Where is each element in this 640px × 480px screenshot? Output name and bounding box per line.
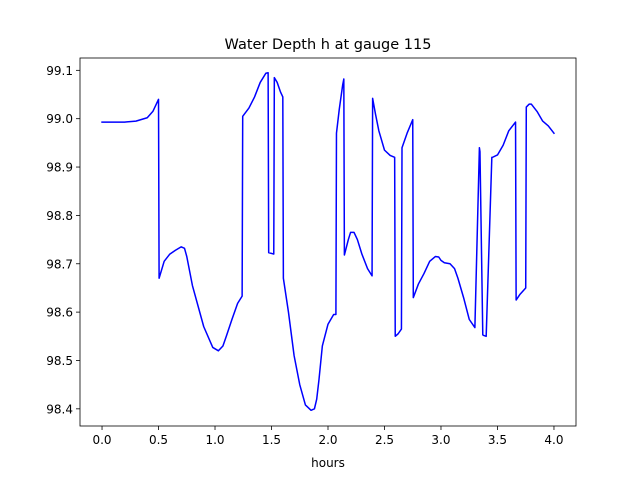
x-tick-label: 1.0 [205, 433, 224, 447]
chart-title: Water Depth h at gauge 115 [225, 37, 432, 53]
x-tick-label: 4.0 [544, 433, 563, 447]
x-axis-title: hours [311, 456, 345, 470]
plot-area [79, 57, 577, 427]
y-tick-label: 98.8 [46, 209, 73, 223]
x-tick-label: 1.5 [262, 433, 281, 447]
series-line [101, 72, 556, 412]
y-axis: 98.4 98.5 98.6 98.7 98.8 98.9 99.0 99.1 [46, 64, 80, 416]
y-tick-label: 99.0 [46, 112, 73, 126]
plot-background [80, 58, 576, 426]
y-tick-label: 98.4 [46, 402, 73, 416]
x-tick-label: 0.0 [92, 433, 111, 447]
x-tick-label: 0.5 [149, 433, 168, 447]
x-tick-label: 2.5 [375, 433, 394, 447]
x-tick-label: 3.5 [488, 433, 507, 447]
y-tick-label: 98.9 [46, 161, 73, 175]
y-tick-label: 99.1 [46, 64, 73, 78]
x-axis: 0.0 0.5 1.0 1.5 2.0 2.5 3.0 3.5 4.0 [92, 426, 564, 447]
y-tick-label: 98.6 [46, 306, 73, 320]
y-tick-label: 98.7 [46, 257, 73, 271]
x-tick-label: 3.0 [431, 433, 450, 447]
x-tick-label: 2.0 [318, 433, 337, 447]
y-tick-label: 98.5 [46, 354, 73, 368]
